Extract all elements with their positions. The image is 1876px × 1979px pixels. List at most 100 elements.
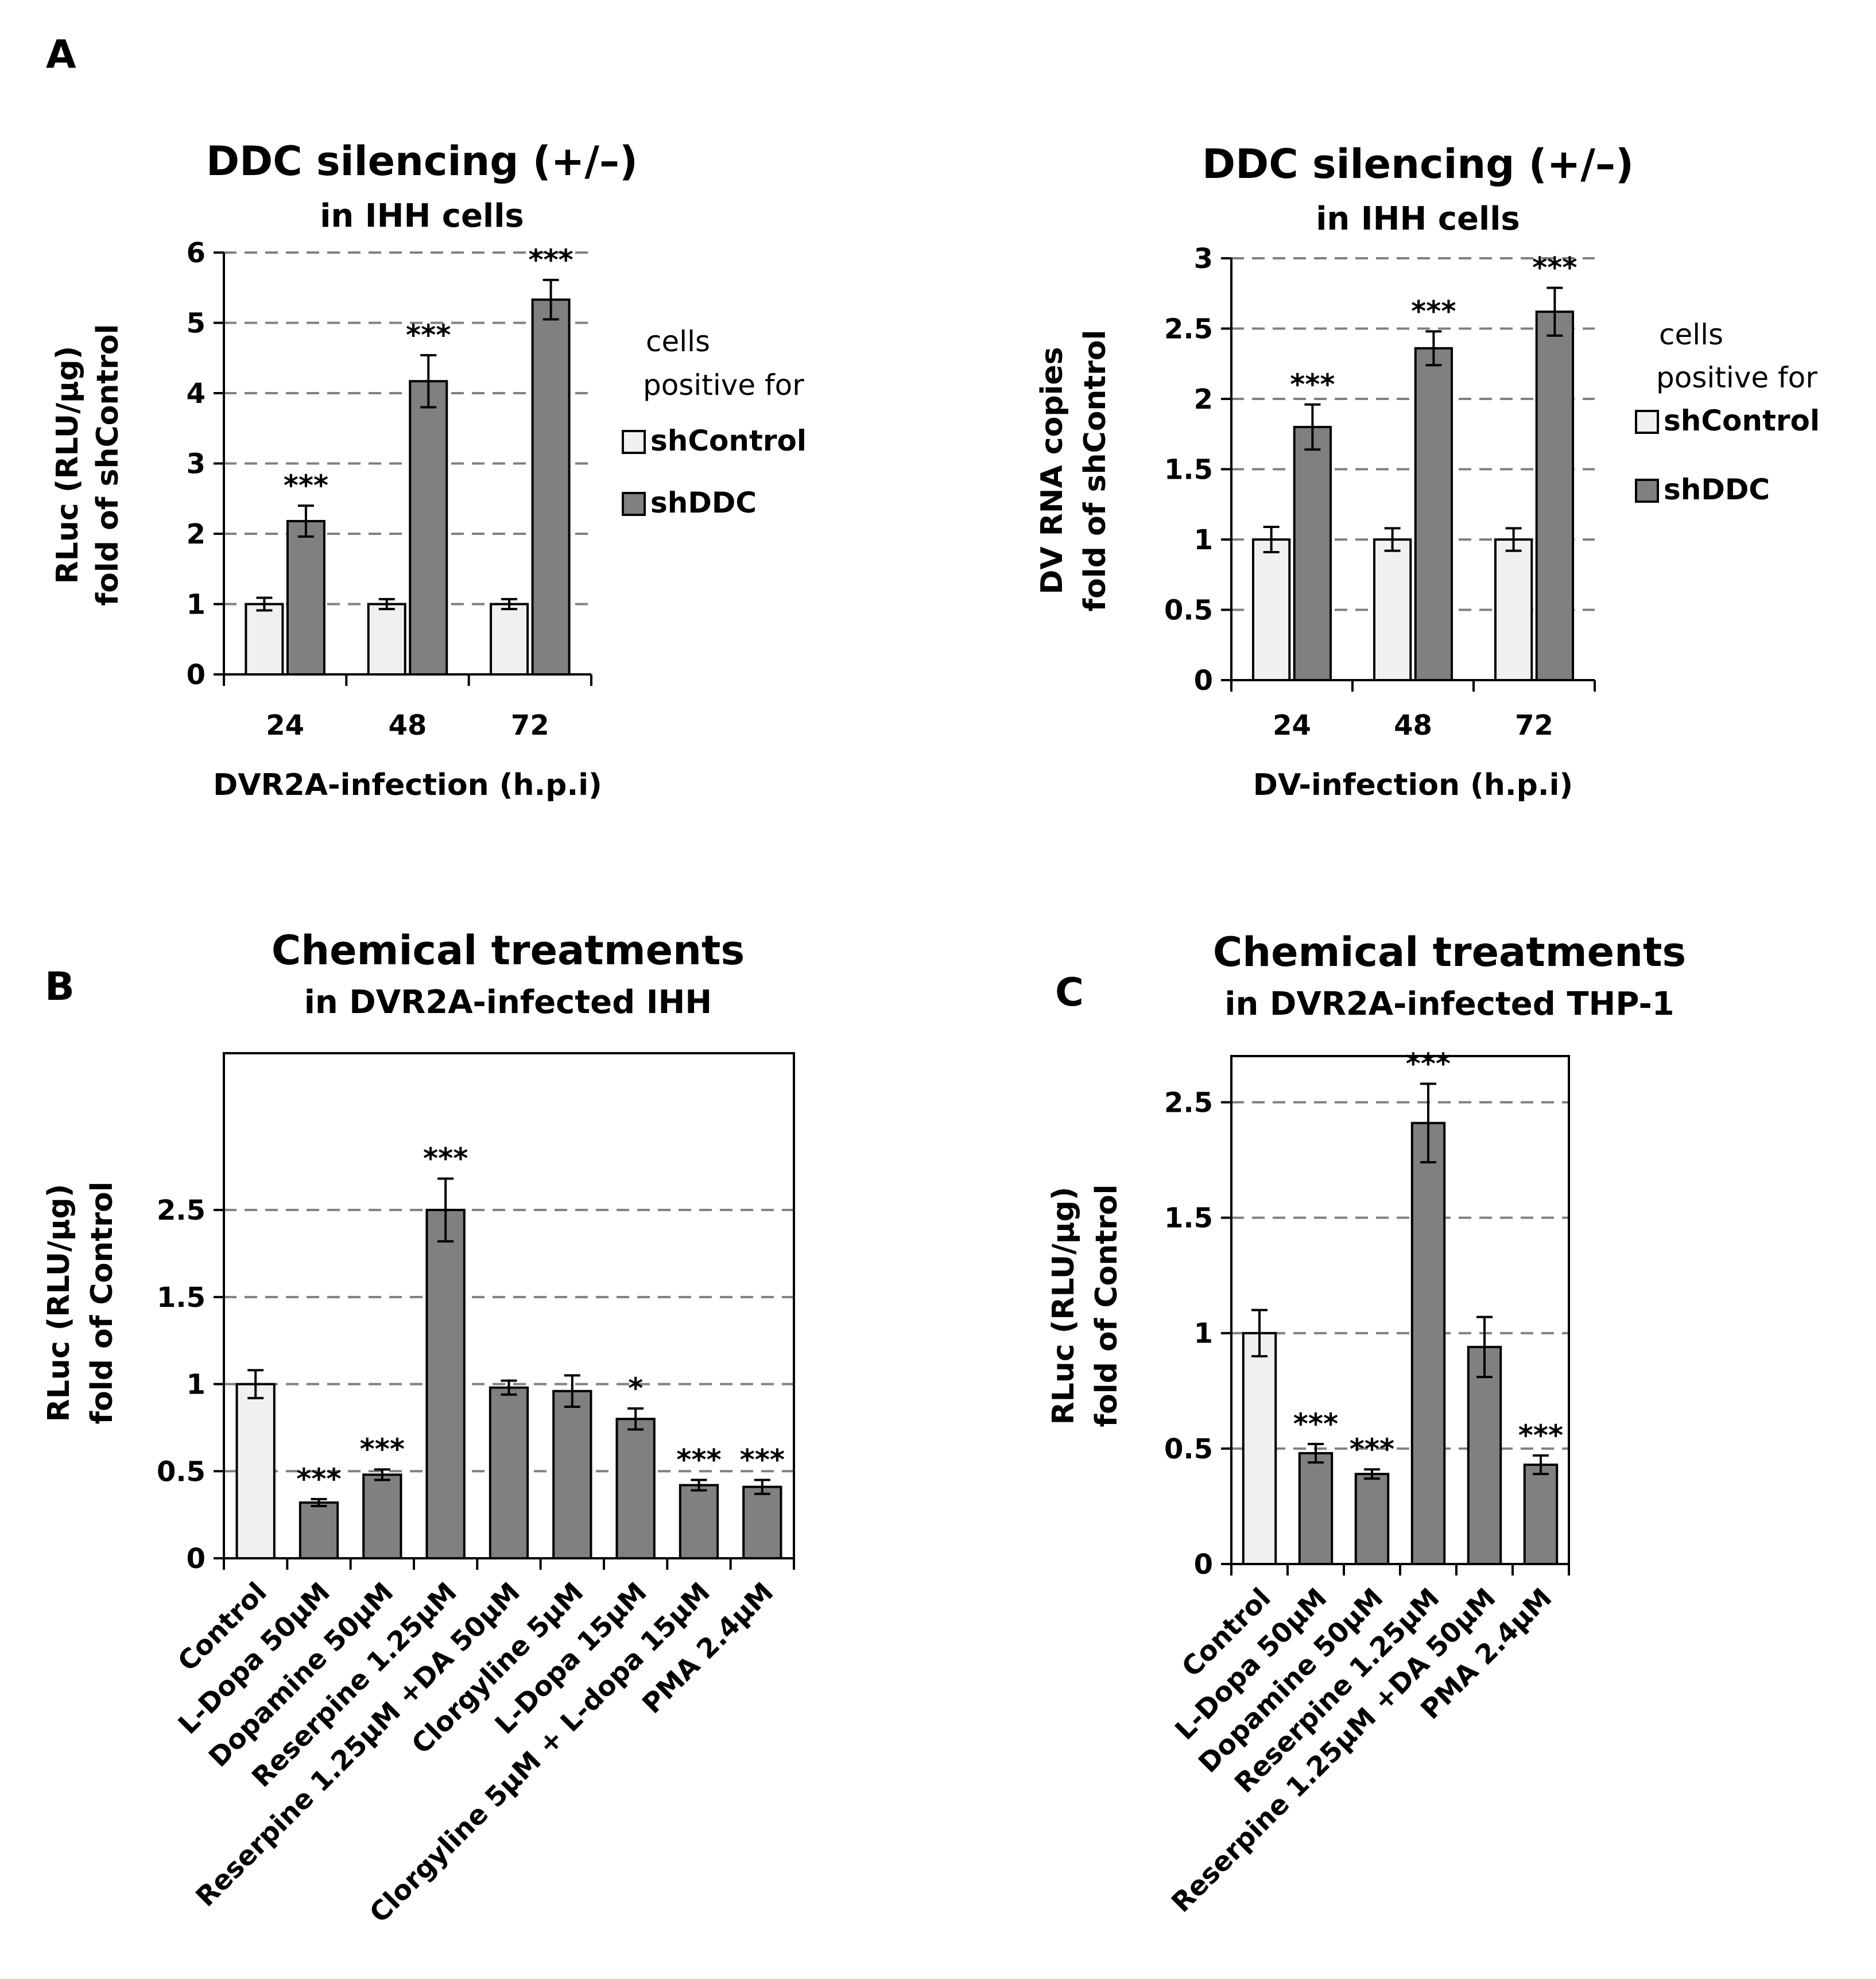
x-axis-label: DVR2A-infection (h.p.i) — [213, 768, 602, 802]
chart-a2-ddc-silencing-dv-rna: DDC silencing (+/–) in IHH cells 0 0.5 1 1.5 2… — [1035, 141, 1820, 802]
chart-c-subtitle: in DVR2A-infected THP-1 — [1224, 985, 1674, 1023]
legend-label-shcontrol: shControl — [1664, 404, 1820, 437]
bar-6 — [615, 1418, 656, 1560]
bar-shddc-72 — [1535, 311, 1575, 681]
bar-8 — [742, 1485, 782, 1559]
y-axis-label-line1: DV RNA copies — [1035, 347, 1069, 594]
legend-title-line2: positive for — [1656, 361, 1817, 394]
significance-label: *** — [1406, 1047, 1451, 1080]
panel-label-c: C — [1055, 970, 1084, 1015]
y-tick-label: 3 — [187, 448, 206, 480]
y-tick-label: 0 — [187, 1543, 206, 1575]
x-category-label: 24 — [266, 709, 304, 742]
bar-shddc-48 — [409, 380, 448, 676]
chart-b-subtitle: in DVR2A-infected IHH — [304, 984, 712, 1021]
bar-7 — [679, 1484, 719, 1560]
y-axis-label-line2: fold of shControl — [1078, 330, 1113, 612]
y-tick-label: 1.5 — [157, 1282, 206, 1314]
plot-border — [223, 1052, 795, 1559]
y-axis-label-line1: RLuc (RLU/µg) — [42, 1184, 76, 1422]
legend-swatch-shcontrol — [1635, 410, 1659, 434]
bar-shcontrol-48 — [1373, 538, 1412, 681]
x-category-label: 48 — [1394, 709, 1432, 742]
bar-1 — [299, 1501, 339, 1559]
panel-label-b: B — [45, 964, 75, 1010]
bar-shddc-24 — [1293, 426, 1332, 681]
y-tick-label: 1.5 — [1164, 1202, 1213, 1235]
significance-label: *** — [406, 319, 451, 352]
y-tick-label: 0.5 — [1164, 1433, 1213, 1465]
y-axis-label-line2: fold of shControl — [91, 324, 125, 606]
y-tick-label: 0 — [1194, 1549, 1213, 1581]
significance-label: *** — [1518, 1419, 1563, 1452]
significance-label: *** — [1290, 368, 1335, 401]
y-tick-label: 1 — [1194, 524, 1213, 556]
chart-a1-title: DDC silencing (+/–) — [206, 138, 638, 185]
y-tick-label: 1 — [187, 1369, 206, 1401]
bar-0 — [235, 1383, 276, 1560]
x-category-label: 24 — [1273, 709, 1311, 742]
y-tick-label: 6 — [187, 237, 206, 269]
legend-label-shddc: shDDC — [1664, 473, 1770, 506]
bar-0 — [1242, 1332, 1277, 1566]
chart-a2-title: DDC silencing (+/–) — [1202, 141, 1634, 188]
plot-border — [1230, 1055, 1570, 1565]
x-category-label: 72 — [1515, 709, 1553, 742]
bar-1 — [1298, 1452, 1334, 1566]
bar-2 — [362, 1473, 402, 1559]
y-axis-label-line1: RLuc (RLU/µg) — [51, 346, 85, 584]
significance-label: *** — [740, 1443, 785, 1476]
bar-shcontrol-72 — [1494, 538, 1533, 681]
legend-title-line1: cells — [1659, 318, 1723, 351]
significance-label: *** — [1532, 251, 1577, 284]
bar-4 — [1467, 1345, 1502, 1565]
bar-5 — [1523, 1464, 1559, 1565]
significance-label: *** — [284, 469, 328, 502]
significance-label: *** — [1293, 1407, 1338, 1441]
legend-swatch-shddc — [1635, 479, 1659, 503]
y-tick-label: 2 — [187, 518, 206, 550]
bar-3 — [1410, 1122, 1446, 1565]
x-category-label: 48 — [389, 709, 427, 742]
significance-label: *** — [296, 1462, 341, 1496]
y-tick-label: 1 — [1194, 1318, 1213, 1350]
significance-label: *** — [1350, 1433, 1394, 1466]
legend-swatch-shddc — [622, 492, 646, 516]
bar-5 — [552, 1390, 592, 1560]
y-axis-label-line1: RLuc (RLU/µg) — [1046, 1187, 1081, 1425]
y-axis-label-line2: fold of Control — [85, 1182, 119, 1425]
significance-label: *** — [360, 1433, 405, 1466]
y-tick-label: 1 — [187, 589, 206, 621]
significance-label: * — [628, 1372, 643, 1405]
panel-label-a: A — [46, 32, 76, 77]
legend-swatch-shcontrol — [622, 430, 646, 454]
bar-3 — [425, 1209, 466, 1560]
chart-c-chemical-treatments-thp1: Chemical treatments in DVR2A-infected THP… — [1046, 929, 1686, 1919]
y-tick-label: 5 — [187, 308, 206, 340]
x-category-label: 72 — [511, 709, 549, 742]
bar-shcontrol-72 — [490, 603, 529, 676]
legend-title-line1: cells — [646, 325, 710, 358]
legend-label-shcontrol: shControl — [650, 424, 807, 457]
chart-c-title: Chemical treatments — [1213, 929, 1686, 976]
bar-shddc-48 — [1414, 347, 1453, 681]
chart-a1-subtitle: in IHH cells — [320, 197, 524, 235]
y-tick-label: 2.5 — [1164, 1086, 1213, 1119]
chart-b-chemical-treatments-ihh: Chemical treatments in DVR2A-infected IHH… — [42, 927, 795, 1929]
chart-a2-subtitle: in IHH cells — [1316, 200, 1520, 238]
bar-shddc-72 — [531, 298, 571, 676]
y-tick-label: 0 — [1194, 665, 1213, 697]
significance-label: *** — [528, 243, 573, 277]
y-tick-label: 3 — [1194, 243, 1213, 275]
chart-a1-ddc-silencing-rluc: DDC silencing (+/–) in IHH cells 0 1 2 3 4 5 6 RL… — [51, 138, 807, 802]
legend-title-line2: positive for — [643, 368, 804, 402]
bar-shcontrol-24 — [1251, 538, 1291, 681]
bar-4 — [489, 1386, 529, 1559]
y-tick-label: 0.5 — [157, 1456, 206, 1488]
x-axis-label: DV-infection (h.p.i) — [1253, 768, 1573, 802]
y-tick-label: 0.5 — [1164, 595, 1213, 627]
y-tick-label: 4 — [187, 378, 206, 410]
bar-2 — [1354, 1473, 1390, 1565]
y-tick-label: 2.5 — [1164, 313, 1213, 346]
